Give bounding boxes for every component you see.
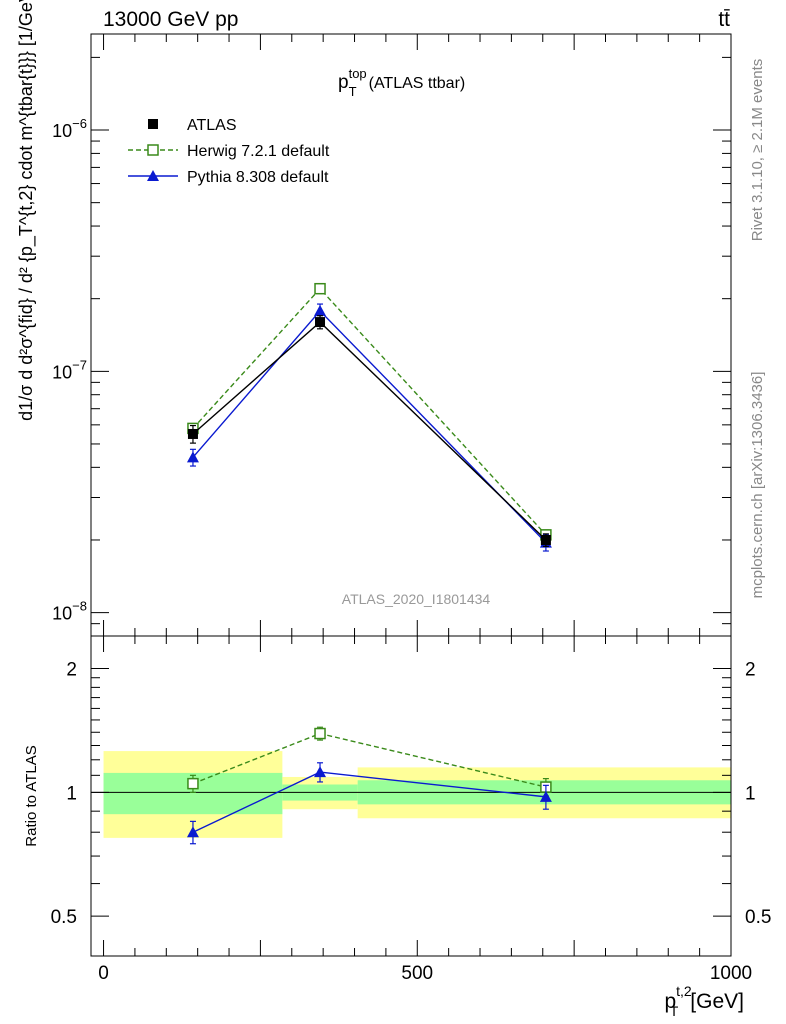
main-y-tick-label: 10−6 bbox=[52, 116, 87, 141]
ratio-y-tick-label-right: 2 bbox=[745, 660, 756, 681]
main-point-atlas bbox=[187, 428, 198, 439]
main-title: ptop T (ATLAS ttbar) bbox=[338, 66, 465, 99]
rivet-version-label: Rivet 3.1.10, ≥ 2.1M events bbox=[749, 59, 766, 242]
header-process-label: tt̄ bbox=[718, 8, 730, 31]
legend-label-atlas: ATLAS bbox=[187, 117, 237, 134]
x-tick-label: 1000 bbox=[710, 963, 752, 984]
legend-marker-atlas bbox=[148, 119, 158, 129]
main-point-atlas bbox=[315, 317, 326, 328]
ratio-point-pythia bbox=[539, 790, 552, 802]
main-title-p: p bbox=[338, 72, 349, 93]
legend-label-pythia: Pythia 8.308 default bbox=[187, 169, 329, 186]
ratio-series-pythia bbox=[186, 762, 552, 845]
ratio-point-pythia bbox=[314, 766, 327, 778]
main-point-pythia bbox=[186, 451, 199, 463]
main-series-herwig bbox=[187, 282, 552, 541]
main-point-atlas bbox=[540, 534, 551, 545]
ratio-y-tick-label-left: 1 bbox=[66, 783, 77, 804]
legend-marker-pythia bbox=[147, 170, 159, 181]
analysis-label: ATLAS_2020_I1801434 bbox=[342, 591, 491, 607]
ratio-point-herwig bbox=[187, 777, 199, 790]
ratio-plot-frame bbox=[90, 635, 732, 957]
x-axis-label-sup: t,2 bbox=[676, 983, 692, 999]
main-line-herwig bbox=[192, 287, 547, 536]
main-title-sup: top bbox=[349, 66, 367, 81]
main-line-atlas bbox=[192, 321, 547, 541]
ratio-y-tick-label-left: 0.5 bbox=[51, 907, 77, 928]
main-title-sub: T bbox=[349, 84, 357, 99]
x-axis-label-unit: [GeV] bbox=[690, 990, 744, 1013]
main-y-tick-label: 10−8 bbox=[52, 599, 87, 624]
main-point-herwig bbox=[314, 282, 326, 295]
ratio-y-tick-label-left: 2 bbox=[66, 660, 77, 681]
main-panel: 10−6 10−7 10−8 ptop T (ATLAS ttbar) ATLAS_20… bbox=[16, 0, 732, 637]
main-y-axis-label: d1/σ d d²σ^{fid} / d² {p_T^{t,2} cdot m^… bbox=[16, 0, 37, 421]
ratio-y-tick-label-right: 1 bbox=[745, 783, 756, 804]
legend: ATLAS Herwig 7.2.1 default Pythia 8.308 de… bbox=[128, 117, 330, 186]
x-axis-label: pt,2 T [GeV] bbox=[664, 983, 744, 1019]
main-line-pythia bbox=[192, 309, 547, 544]
legend-marker-herwig bbox=[147, 144, 159, 156]
legend-label-herwig: Herwig 7.2.1 default bbox=[187, 143, 330, 160]
main-series-pythia bbox=[186, 303, 552, 552]
ratio-y-tick-label-right: 0.5 bbox=[745, 907, 771, 928]
ratio-y-axis-label: Ratio to ATLAS bbox=[23, 745, 40, 846]
main-series-atlas bbox=[187, 315, 551, 548]
main-title-suffix: (ATLAS ttbar) bbox=[369, 75, 466, 92]
x-tick-label: 0 bbox=[98, 963, 109, 984]
ratio-panel: 2 2 1 1 0.5 0.5 0 500 1000 Ratio to ATLAS pt,2 T [… bbox=[23, 635, 771, 1019]
header-energy-label: 13000 GeV pp bbox=[103, 8, 238, 31]
x-tick-label: 500 bbox=[401, 963, 433, 984]
main-point-pythia bbox=[314, 304, 327, 316]
x-axis-label-p: p bbox=[664, 990, 676, 1013]
ratio-point-herwig bbox=[314, 727, 326, 740]
x-axis-label-sub: T bbox=[670, 1003, 679, 1019]
ratio-point-pythia bbox=[186, 826, 199, 838]
main-y-tick-label: 10−7 bbox=[52, 357, 87, 382]
mcplots-label: mcplots.cern.ch [arXiv:1306.3436] bbox=[749, 372, 766, 599]
